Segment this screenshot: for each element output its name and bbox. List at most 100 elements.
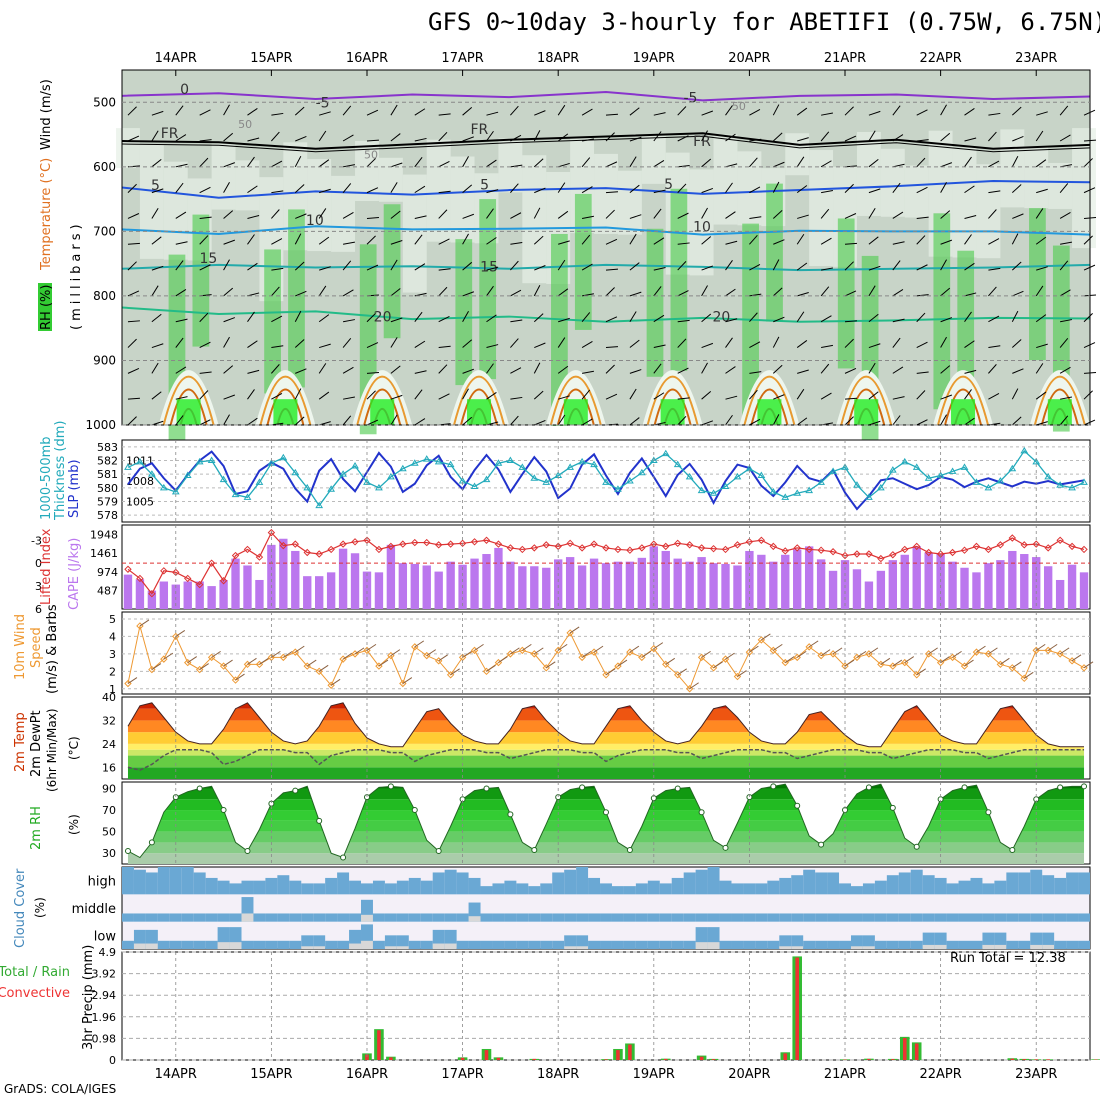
- wind-barb: [271, 267, 284, 271]
- rh-surface-moist: [273, 399, 298, 425]
- cloud-bar-high: [337, 872, 350, 895]
- wind-barb: [557, 337, 566, 348]
- temperature-contour-30: [847, 388, 886, 426]
- wind-barb: [701, 130, 708, 142]
- wind-barb: [964, 292, 977, 297]
- cloud-bar-high: [301, 883, 314, 895]
- cloud-bar-middle: [1054, 913, 1067, 922]
- wind-barb: [582, 138, 594, 142]
- wind-barb: [988, 345, 1001, 349]
- cape-bar: [518, 566, 527, 609]
- wind-barb: [773, 239, 785, 245]
- cape-bar: [243, 565, 252, 609]
- temperature-axis-label: Temperature (°C): [39, 158, 54, 271]
- precip-convective-bar: [1034, 1059, 1039, 1060]
- cape-bar: [804, 546, 814, 609]
- rh-point: [626, 846, 633, 853]
- wind-barb: [772, 209, 783, 219]
- cloud-bar-high: [277, 875, 290, 895]
- cloud-bar-high: [552, 872, 565, 895]
- cape-bar: [733, 565, 742, 609]
- wind-barb: [581, 157, 591, 168]
- wind-barb: [1083, 390, 1093, 400]
- wind-barb: [725, 414, 733, 426]
- wind-barb: [438, 364, 448, 374]
- cloud-bar-high: [193, 872, 206, 895]
- wind-barb: [868, 207, 876, 219]
- slp-axis-label: SLP (mb): [67, 459, 82, 518]
- cloud-bar-middle: [408, 913, 421, 922]
- wind-barb: [605, 346, 619, 349]
- rh-moist-band: [331, 175, 356, 252]
- rh-moist-band: [785, 133, 810, 176]
- wind-barb: [247, 185, 258, 194]
- cloud-clear-middle: [361, 914, 373, 922]
- wind-barb: [366, 342, 379, 349]
- wind-barb: [342, 211, 354, 219]
- precip-tick-label: 4.9: [99, 946, 117, 959]
- wind-barb: [940, 365, 951, 374]
- contour-label: -5: [683, 90, 697, 106]
- contour-label: 5: [664, 177, 673, 193]
- contour-label: 0: [180, 82, 189, 98]
- precip-tick-label: 3.92: [92, 968, 117, 981]
- cloud-bar-middle: [492, 913, 505, 922]
- cloud-bar-high: [803, 869, 816, 895]
- cloud-bar-low: [1078, 940, 1090, 949]
- cape-bar: [542, 567, 551, 609]
- rh-point: [603, 809, 609, 816]
- cloud-bar-low: [492, 940, 505, 949]
- wind-barb: [701, 391, 712, 400]
- top-date-label: 19APR: [633, 51, 675, 66]
- cloud-bar-low: [946, 940, 959, 949]
- lifted-index-point: [984, 545, 993, 554]
- rh-point: [316, 817, 323, 824]
- cloud-clear-low: [695, 942, 708, 949]
- rh-moist-band: [378, 157, 403, 202]
- wind-barb: [605, 161, 618, 168]
- wind-barb: [127, 290, 140, 297]
- cloud-bar-middle: [193, 913, 206, 922]
- precip-panel-frame: [121, 951, 1091, 1061]
- rh-point: [1081, 783, 1088, 790]
- wind-barb: [199, 186, 211, 194]
- wind-barb-10m: [247, 657, 257, 665]
- temperature-contour-25: [1033, 375, 1086, 426]
- wind-barb: [725, 211, 736, 219]
- precip-convective-bar: [1046, 1059, 1050, 1060]
- cloud-bar-middle: [743, 913, 756, 922]
- cloud-bar-high: [1030, 869, 1043, 895]
- wind-barb: [653, 112, 666, 116]
- lifted-index-point: [1008, 534, 1017, 542]
- cloud-bar-middle: [827, 913, 840, 922]
- wind-barb: [677, 135, 689, 142]
- rh-point: [961, 784, 968, 791]
- cape-bar: [1043, 566, 1053, 609]
- wind-barb: [438, 345, 451, 349]
- cloud-clear-low: [349, 943, 362, 949]
- cloud-bar-high: [707, 867, 720, 895]
- cape-bar: [291, 550, 300, 609]
- wind-barb: [342, 289, 354, 297]
- rh-surface-moist: [467, 399, 492, 425]
- wind-barb: [1035, 159, 1047, 168]
- wind-barb: [151, 285, 159, 297]
- cloud-bar-low: [600, 940, 612, 949]
- cloud-bar-middle: [1018, 913, 1031, 922]
- thickness-point: [841, 463, 849, 470]
- wind-barb: [1083, 419, 1096, 426]
- rh-axis-label: RH (%): [39, 285, 54, 330]
- cape-axis-label: CAPE (J/kg): [67, 538, 82, 610]
- rh-moist-band: [737, 151, 762, 226]
- temperature-band: [127, 749, 1085, 756]
- rh-point: [124, 848, 131, 855]
- wind-barb: [247, 417, 258, 426]
- wind-barb: [557, 104, 566, 116]
- wind-barb: [342, 260, 352, 271]
- rh-surface-moist: [951, 399, 976, 425]
- wind-barb: [653, 314, 665, 323]
- wind-barb: [796, 185, 808, 194]
- rh-moist-band: [809, 150, 834, 267]
- wind-barb: [557, 182, 566, 193]
- wind-barb: [940, 181, 947, 193]
